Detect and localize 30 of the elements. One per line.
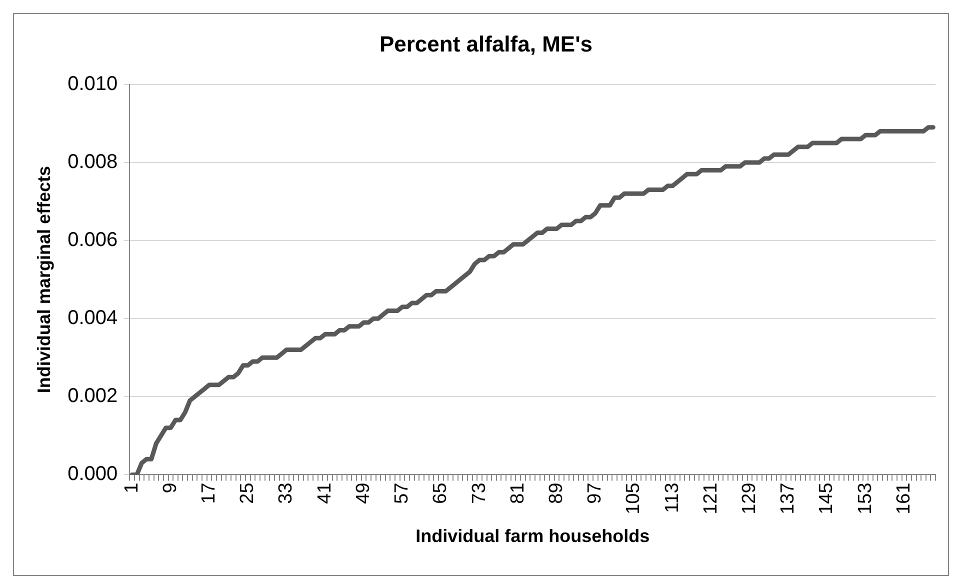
x-tick-label: 97 [584, 482, 606, 504]
y-axis-title: Individual marginal effects [34, 166, 54, 394]
y-tick-label: 0.006 [68, 229, 118, 252]
y-tick-label: 0.000 [68, 463, 118, 486]
x-tick-label: 41 [314, 482, 336, 504]
x-tick-label: 49 [352, 482, 374, 504]
x-tick-label: 113 [662, 482, 683, 513]
chart-title: Percent alfalfa, ME's [379, 31, 593, 56]
y-tick-label: 0.008 [68, 150, 118, 173]
y-tick-label: 0.002 [68, 385, 118, 408]
x-tick-label: 137 [778, 482, 799, 514]
y-tick-label: 0.004 [68, 307, 118, 330]
x-tick-label: 17 [198, 482, 220, 504]
x-tick-label: 153 [854, 482, 876, 514]
x-tick-label: 25 [237, 482, 258, 504]
x-tick-label: 89 [546, 482, 567, 504]
x-tick-label: 65 [430, 482, 452, 504]
x-axis-title: Individual farm households [416, 526, 650, 546]
x-tick-label: 161 [893, 482, 914, 514]
x-tick-label: 129 [739, 482, 760, 514]
x-tick-label: 33 [276, 482, 297, 504]
x-tick-label: 81 [507, 482, 528, 504]
x-tick-label: 1 [121, 482, 142, 494]
x-tick-label: 73 [468, 482, 490, 504]
x-tick-label: 121 [700, 482, 722, 514]
x-tick-label: 145 [816, 482, 838, 514]
x-tick-label: 9 [160, 482, 181, 494]
x-tick-label: 105 [623, 482, 644, 514]
x-tick-label: 57 [392, 482, 413, 504]
y-tick-label: 0.010 [68, 72, 118, 95]
